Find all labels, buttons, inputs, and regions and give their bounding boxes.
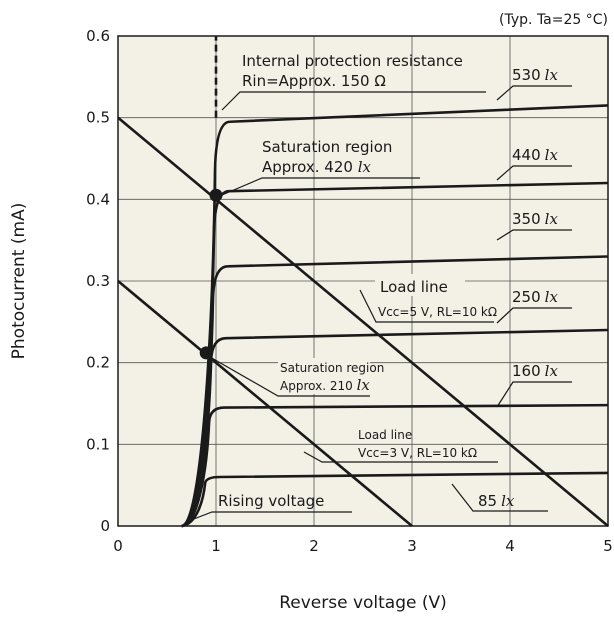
sat-high-unit: lx xyxy=(358,158,372,176)
leader-protection xyxy=(221,91,486,111)
leader-350 xyxy=(496,229,572,241)
sat-low-unit: lx xyxy=(357,376,371,394)
leader-530 xyxy=(496,85,572,101)
series-curve-250 xyxy=(181,328,609,528)
x-tick-label: 4 xyxy=(505,537,515,555)
saturation-point-0 xyxy=(209,188,223,202)
lux-label-85: 85 lx xyxy=(478,492,515,510)
load3-label-2: Vcc=3 V, RL=10 kΩ xyxy=(358,446,477,460)
y-axis-title: Photocurrent (mA) xyxy=(9,203,29,360)
load3-label-1: Load line xyxy=(358,428,412,442)
leader-160 xyxy=(496,381,572,408)
saturation-point-1 xyxy=(199,346,213,360)
sat-high-label-2: Approx. 420 lx xyxy=(262,158,371,176)
y-tick-label: 0.2 xyxy=(86,354,110,372)
lux-label-250: 250 lx xyxy=(512,288,558,306)
lux-label-350: 350 lx xyxy=(512,210,558,228)
chart-marks xyxy=(117,36,609,528)
series-curve-85 xyxy=(181,471,609,528)
x-tick-label: 1 xyxy=(211,537,221,555)
load5-label-bg xyxy=(375,274,465,296)
sat-low-value: Approx. 210 xyxy=(280,379,353,393)
x-tick-label: 0 xyxy=(113,537,123,555)
lux-label-530: 530 lx xyxy=(512,66,558,84)
corner-note: (Typ. Ta=25 °C) xyxy=(499,12,608,28)
y-tick-label: 0.4 xyxy=(86,190,110,208)
load-line-1 xyxy=(117,280,413,527)
plot-frame xyxy=(117,35,609,527)
y-tick-label: 0.5 xyxy=(86,109,110,127)
load5-label-1: Load line xyxy=(380,278,448,296)
y-tick-label: 0.1 xyxy=(86,435,110,453)
lux-label-160: 160 lx xyxy=(512,362,558,380)
leader-440 xyxy=(496,165,572,181)
x-tick-label: 2 xyxy=(309,537,319,555)
sat-low-label-bg xyxy=(278,358,370,394)
y-tick-label: 0 xyxy=(100,517,110,535)
leader-85 xyxy=(451,483,548,512)
leader-load3 xyxy=(303,451,498,463)
load5-label-2: Vcc=5 V, RL=10 kΩ xyxy=(378,305,497,319)
series-curve-160 xyxy=(181,403,609,528)
load-line-0 xyxy=(117,116,609,527)
x-tick-label: 3 xyxy=(407,537,417,555)
sat-high-label-1: Saturation region xyxy=(262,138,392,156)
lux-label-440: 440 lx xyxy=(512,146,558,164)
x-tick-labels: 0 1 2 3 4 5 xyxy=(113,537,613,555)
leader-250 xyxy=(496,307,572,324)
leader-load5 xyxy=(359,289,494,323)
leader-sat-low xyxy=(209,356,370,397)
sat-low-label-1: Saturation region xyxy=(280,361,384,375)
leader-sat-high xyxy=(221,177,420,196)
protection-label-1: Internal protection resistance xyxy=(242,52,463,70)
y-tick-labels: 0 0.1 0.2 0.3 0.4 0.5 0.6 xyxy=(86,27,110,535)
x-axis-title: Reverse voltage (V) xyxy=(279,593,447,613)
rising-label: Rising voltage xyxy=(218,492,324,510)
y-tick-label: 0.6 xyxy=(86,27,110,45)
sat-high-value: Approx. 420 xyxy=(262,158,353,176)
protection-label-2: Rin=Approx. 150 Ω xyxy=(242,72,386,90)
sat-low-label-2: Approx. 210 lx xyxy=(280,376,370,394)
x-tick-label: 5 xyxy=(603,537,613,555)
y-tick-label: 0.3 xyxy=(86,272,110,290)
